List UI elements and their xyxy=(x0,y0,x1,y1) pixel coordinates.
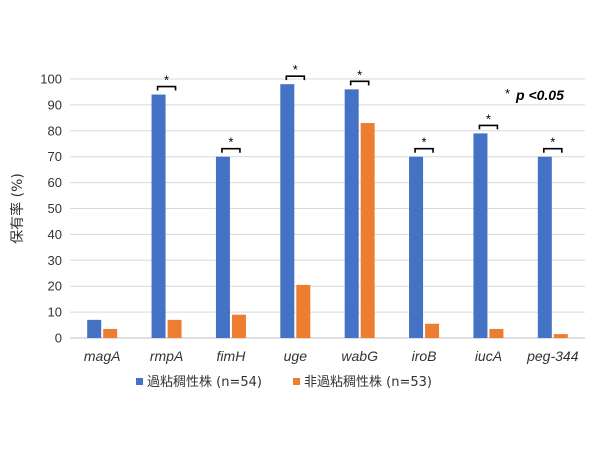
bar-hypermucoviscous-peg-344 xyxy=(537,156,552,338)
bar-hypermucoviscous-rmpA xyxy=(151,94,166,338)
significance-markers: * * * * * * * xyxy=(156,62,563,153)
bars xyxy=(87,84,568,339)
significance-star: * xyxy=(486,111,491,126)
x-tick-label: iucA xyxy=(475,348,502,364)
y-tick-label: 100 xyxy=(40,72,62,87)
y-tick-label: 90 xyxy=(48,97,62,112)
significance-star: * xyxy=(293,62,298,77)
bar-hypermucoviscous-iroB xyxy=(409,156,424,338)
bar-hypermucoviscous-fimH xyxy=(215,156,230,338)
y-tick-label: 70 xyxy=(48,149,62,164)
x-tick-label: rmpA xyxy=(150,348,183,364)
significance-note: * p <0.05 xyxy=(505,86,564,103)
x-tick-label: peg-344 xyxy=(526,348,579,364)
significance-star: * xyxy=(228,135,233,150)
significance-bracket xyxy=(156,85,177,91)
bar-non-hypermucoviscous-fimH xyxy=(231,314,246,338)
y-tick-label: 40 xyxy=(48,227,62,242)
y-tick-label: 30 xyxy=(48,253,62,268)
significance-bracket xyxy=(221,147,241,153)
bar-non-hypermucoviscous-magA xyxy=(103,328,118,338)
y-axis-ticks: 0 10 20 30 40 50 60 70 80 90 100 xyxy=(40,72,62,346)
legend-swatch xyxy=(293,378,300,385)
significance-star: * xyxy=(164,73,169,88)
legend: 過粘稠性株 (n=54) 非過粘稠性株 (n=53) xyxy=(136,375,432,390)
x-tick-label: iroB xyxy=(412,348,437,364)
x-axis-categories: magA rmpA fimH uge wabG iroB iucA peg-344 xyxy=(84,348,579,364)
significance-bracket xyxy=(414,147,434,153)
bar-hypermucoviscous-iucA xyxy=(473,133,488,338)
y-tick-label: 0 xyxy=(55,331,62,346)
significance-note-text: p <0.05 xyxy=(515,87,564,103)
x-tick-label: wabG xyxy=(341,348,378,364)
bar-non-hypermucoviscous-iroB xyxy=(425,323,440,338)
legend-label: 非過粘稠性株 (n=53) xyxy=(304,375,432,390)
bar-non-hypermucoviscous-wabG xyxy=(360,123,375,338)
significance-bracket xyxy=(349,80,370,86)
significance-bracket xyxy=(478,124,499,130)
bar-non-hypermucoviscous-peg-344 xyxy=(553,334,568,338)
y-tick-label: 50 xyxy=(48,201,62,216)
y-tick-label: 80 xyxy=(48,123,62,138)
significance-bracket xyxy=(285,75,306,81)
bar-non-hypermucoviscous-iucA xyxy=(489,328,504,338)
x-tick-label: fimH xyxy=(217,348,247,364)
x-tick-label: magA xyxy=(84,348,121,364)
bar-non-hypermucoviscous-uge xyxy=(296,284,311,338)
y-tick-label: 20 xyxy=(48,279,62,294)
bar-hypermucoviscous-magA xyxy=(87,319,102,338)
y-tick-label: 60 xyxy=(48,175,62,190)
x-tick-label: uge xyxy=(284,348,308,364)
significance-bracket xyxy=(543,147,563,153)
y-axis-label: 保有率 (%) xyxy=(9,173,26,244)
bar-hypermucoviscous-uge xyxy=(280,84,295,339)
bar-non-hypermucoviscous-rmpA xyxy=(167,319,182,338)
gridlines xyxy=(70,78,585,339)
significance-star: * xyxy=(550,135,555,150)
legend-swatch xyxy=(136,378,143,385)
significance-note-star: * xyxy=(505,86,510,101)
y-tick-label: 10 xyxy=(48,305,62,320)
legend-label: 過粘稠性株 (n=54) xyxy=(147,375,262,390)
bar-hypermucoviscous-wabG xyxy=(344,89,359,338)
significance-star: * xyxy=(357,67,362,82)
significance-star: * xyxy=(422,135,427,150)
